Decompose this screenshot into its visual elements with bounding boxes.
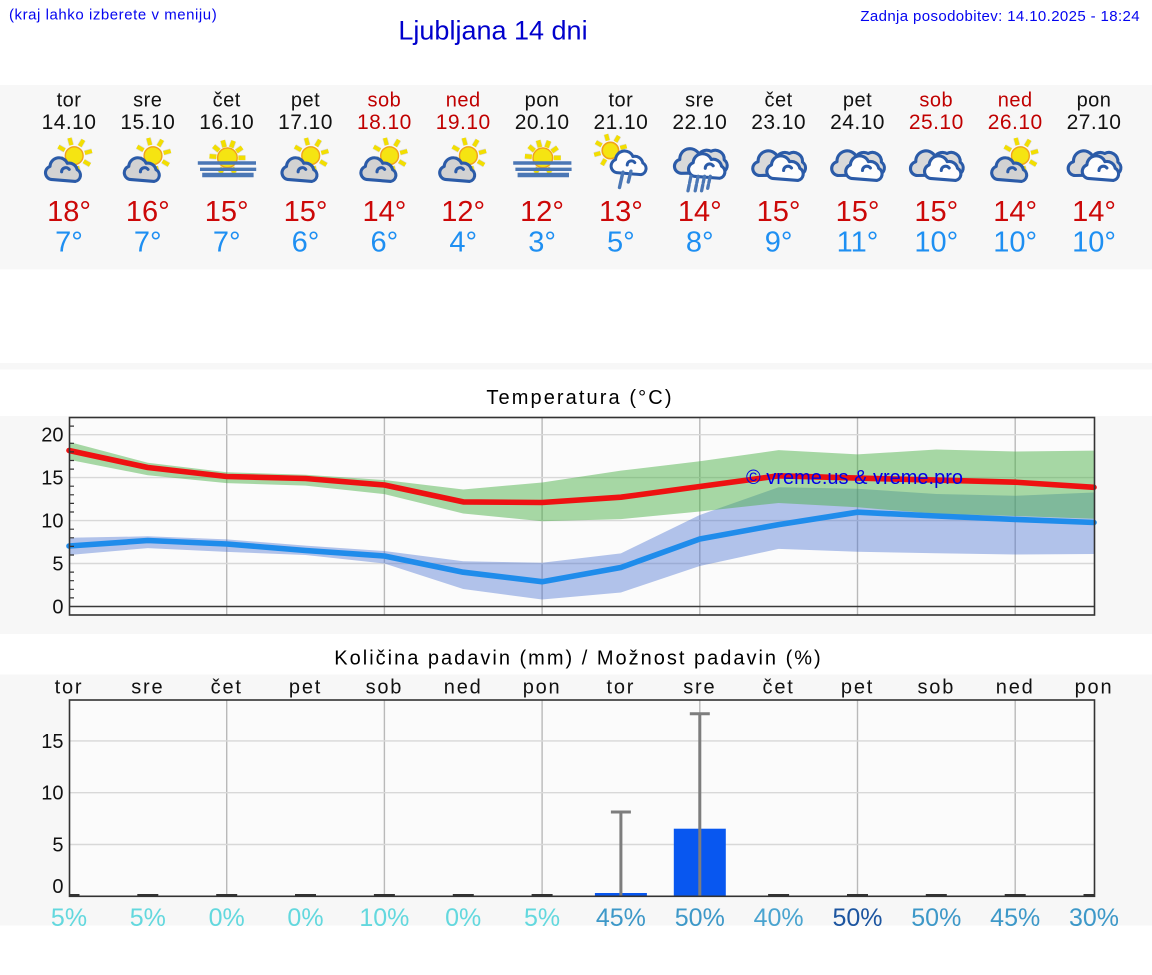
svg-text:11°: 11° bbox=[837, 227, 879, 259]
svg-text:pon: pon bbox=[1077, 90, 1112, 112]
svg-text:ned: ned bbox=[444, 677, 483, 699]
svg-text:pon: pon bbox=[523, 677, 562, 699]
svg-text:14°: 14° bbox=[362, 196, 406, 228]
svg-text:22.10: 22.10 bbox=[672, 111, 727, 134]
svg-text:16°: 16° bbox=[126, 196, 170, 228]
svg-text:13°: 13° bbox=[599, 196, 643, 228]
svg-text:ned: ned bbox=[446, 90, 481, 112]
svg-text:sre: sre bbox=[685, 90, 714, 112]
svg-text:30%: 30% bbox=[1069, 904, 1119, 932]
svg-text:10: 10 bbox=[41, 511, 63, 533]
svg-text:24.10: 24.10 bbox=[830, 111, 885, 134]
svg-text:pon: pon bbox=[1075, 677, 1114, 699]
svg-text:5°: 5° bbox=[607, 227, 635, 259]
svg-text:10°: 10° bbox=[993, 227, 1037, 259]
svg-text:10°: 10° bbox=[1072, 227, 1116, 259]
svg-text:0%: 0% bbox=[445, 904, 481, 932]
svg-text:15°: 15° bbox=[757, 196, 801, 228]
svg-text:Zadnja posodobitev: 14.10.2025: Zadnja posodobitev: 14.10.2025 - 18:24 bbox=[860, 8, 1140, 25]
svg-text:7°: 7° bbox=[134, 227, 162, 259]
svg-text:sob: sob bbox=[368, 90, 402, 112]
svg-text:50%: 50% bbox=[832, 904, 882, 932]
svg-text:sre: sre bbox=[131, 677, 164, 699]
svg-text:pet: pet bbox=[843, 90, 872, 112]
svg-text:sre: sre bbox=[133, 90, 162, 112]
svg-text:15°: 15° bbox=[284, 196, 328, 228]
svg-text:12°: 12° bbox=[520, 196, 564, 228]
svg-text:čet: čet bbox=[213, 90, 241, 112]
svg-text:5: 5 bbox=[52, 554, 63, 576]
svg-text:40%: 40% bbox=[754, 904, 804, 932]
svg-text:23.10: 23.10 bbox=[751, 111, 806, 134]
svg-text:14°: 14° bbox=[678, 196, 722, 228]
svg-text:19.10: 19.10 bbox=[436, 111, 491, 134]
svg-text:15°: 15° bbox=[914, 196, 958, 228]
svg-text:5%: 5% bbox=[130, 904, 166, 932]
svg-text:15.10: 15.10 bbox=[120, 111, 175, 134]
svg-text:5%: 5% bbox=[51, 904, 87, 932]
svg-text:8°: 8° bbox=[686, 227, 714, 259]
svg-text:čet: čet bbox=[765, 90, 793, 112]
svg-text:25.10: 25.10 bbox=[909, 111, 964, 134]
svg-text:5: 5 bbox=[52, 835, 63, 857]
svg-text:sre: sre bbox=[683, 677, 716, 699]
svg-text:tor: tor bbox=[57, 90, 82, 112]
svg-text:15: 15 bbox=[41, 468, 63, 490]
svg-text:15: 15 bbox=[41, 731, 63, 753]
svg-text:0: 0 bbox=[52, 597, 63, 619]
svg-text:0%: 0% bbox=[209, 904, 245, 932]
svg-text:Temperatura (°C): Temperatura (°C) bbox=[486, 387, 673, 409]
svg-text:ned: ned bbox=[996, 677, 1035, 699]
svg-text:© vreme.us & vreme.pro: © vreme.us & vreme.pro bbox=[746, 467, 963, 489]
svg-text:4°: 4° bbox=[449, 227, 477, 259]
svg-text:Ljubljana 14 dni: Ljubljana 14 dni bbox=[398, 16, 587, 46]
svg-text:20: 20 bbox=[41, 425, 63, 447]
svg-text:9°: 9° bbox=[765, 227, 793, 259]
svg-text:12°: 12° bbox=[441, 196, 485, 228]
svg-text:18.10: 18.10 bbox=[357, 111, 412, 134]
svg-text:tor: tor bbox=[608, 90, 633, 112]
svg-text:tor: tor bbox=[55, 677, 84, 699]
svg-text:18°: 18° bbox=[47, 196, 91, 228]
svg-text:0: 0 bbox=[52, 876, 63, 898]
svg-text:Količina padavin (mm) / Možnos: Količina padavin (mm) / Možnost padavin … bbox=[334, 648, 822, 670]
svg-text:5%: 5% bbox=[524, 904, 560, 932]
svg-text:20.10: 20.10 bbox=[515, 111, 570, 134]
svg-text:tor: tor bbox=[607, 677, 636, 699]
svg-text:10°: 10° bbox=[914, 227, 958, 259]
svg-text:15°: 15° bbox=[836, 196, 880, 228]
svg-text:16.10: 16.10 bbox=[199, 111, 254, 134]
svg-text:čet: čet bbox=[763, 677, 795, 699]
svg-text:26.10: 26.10 bbox=[988, 111, 1043, 134]
svg-text:27.10: 27.10 bbox=[1067, 111, 1122, 134]
svg-text:14.10: 14.10 bbox=[42, 111, 97, 134]
svg-text:7°: 7° bbox=[55, 227, 83, 259]
svg-text:21.10: 21.10 bbox=[593, 111, 648, 134]
svg-text:45%: 45% bbox=[990, 904, 1040, 932]
svg-text:14°: 14° bbox=[1072, 196, 1116, 228]
svg-text:pet: pet bbox=[291, 90, 320, 112]
svg-text:ned: ned bbox=[998, 90, 1033, 112]
svg-text:3°: 3° bbox=[528, 227, 556, 259]
svg-text:sob: sob bbox=[917, 677, 955, 699]
svg-text:sob: sob bbox=[919, 90, 953, 112]
svg-text:pon: pon bbox=[525, 90, 560, 112]
svg-text:50%: 50% bbox=[675, 904, 725, 932]
svg-text:10%: 10% bbox=[359, 904, 409, 932]
svg-text:(kraj lahko izberete v meniju): (kraj lahko izberete v meniju) bbox=[9, 7, 217, 24]
svg-text:50%: 50% bbox=[911, 904, 961, 932]
svg-text:6°: 6° bbox=[292, 227, 320, 259]
svg-text:17.10: 17.10 bbox=[278, 111, 333, 134]
svg-text:pet: pet bbox=[841, 677, 874, 699]
svg-text:14°: 14° bbox=[993, 196, 1037, 228]
svg-text:pet: pet bbox=[289, 677, 322, 699]
svg-text:6°: 6° bbox=[371, 227, 399, 259]
svg-text:45%: 45% bbox=[596, 904, 646, 932]
svg-text:čet: čet bbox=[211, 677, 243, 699]
svg-text:15°: 15° bbox=[205, 196, 249, 228]
svg-text:sob: sob bbox=[366, 677, 404, 699]
svg-text:0%: 0% bbox=[287, 904, 323, 932]
svg-text:7°: 7° bbox=[213, 227, 241, 259]
svg-text:10: 10 bbox=[41, 783, 63, 805]
